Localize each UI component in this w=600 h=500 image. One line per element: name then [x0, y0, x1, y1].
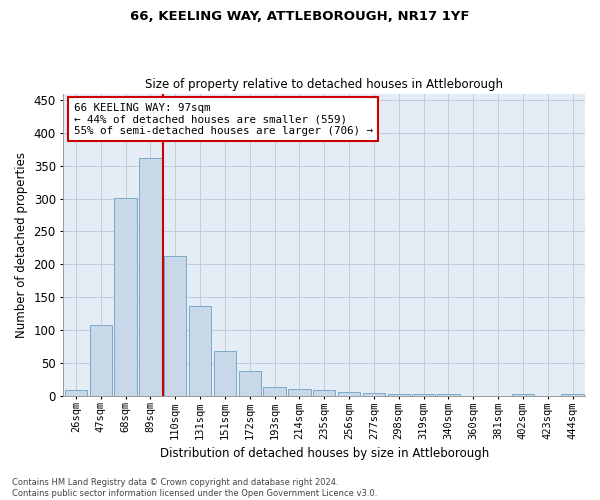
Bar: [437, 394, 460, 396]
Title: Size of property relative to detached houses in Attleborough: Size of property relative to detached ho…: [145, 78, 503, 91]
Bar: [412, 394, 435, 396]
Bar: [263, 387, 286, 396]
Bar: [288, 389, 311, 396]
Text: Contains HM Land Registry data © Crown copyright and database right 2024.
Contai: Contains HM Land Registry data © Crown c…: [12, 478, 377, 498]
Text: 66, KEELING WAY, ATTLEBOROUGH, NR17 1YF: 66, KEELING WAY, ATTLEBOROUGH, NR17 1YF: [130, 10, 470, 23]
Bar: [239, 370, 261, 396]
Bar: [338, 392, 360, 396]
Bar: [89, 324, 112, 396]
Text: 66 KEELING WAY: 97sqm
← 44% of detached houses are smaller (559)
55% of semi-det: 66 KEELING WAY: 97sqm ← 44% of detached …: [74, 102, 373, 136]
Bar: [313, 390, 335, 396]
Bar: [164, 256, 187, 396]
Bar: [65, 390, 87, 396]
Bar: [115, 198, 137, 396]
Bar: [139, 158, 161, 396]
Y-axis label: Number of detached properties: Number of detached properties: [15, 152, 28, 338]
Bar: [512, 394, 534, 396]
X-axis label: Distribution of detached houses by size in Attleborough: Distribution of detached houses by size …: [160, 447, 489, 460]
Bar: [388, 394, 410, 396]
Bar: [189, 306, 211, 396]
Bar: [363, 393, 385, 396]
Bar: [562, 394, 584, 396]
Bar: [214, 351, 236, 396]
